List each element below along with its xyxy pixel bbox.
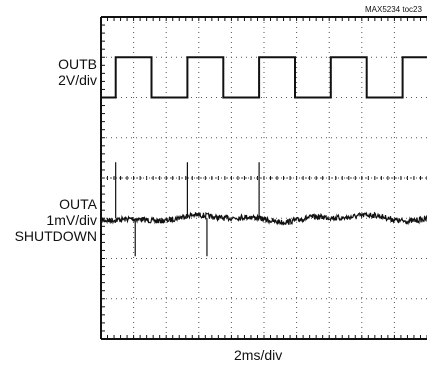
traces xyxy=(100,56,427,257)
plot-frame xyxy=(100,16,427,340)
outa-scale: 1mV/div xyxy=(46,212,97,228)
outb-label: OUTB 2V/div xyxy=(58,56,97,88)
outb-scale: 2V/div xyxy=(58,72,97,88)
outa-mode: SHUTDOWN xyxy=(14,228,97,244)
outb-trace xyxy=(101,56,427,99)
outb-name: OUTB xyxy=(58,56,97,72)
outa-name: OUTA xyxy=(59,196,97,212)
figure-id: MAX5234 toc23 xyxy=(365,5,422,14)
x-axis-label: 2ms/div xyxy=(234,347,283,363)
outa-noise-trace xyxy=(100,211,427,227)
outa-label: OUTA 1mV/div SHUTDOWN xyxy=(15,196,97,244)
